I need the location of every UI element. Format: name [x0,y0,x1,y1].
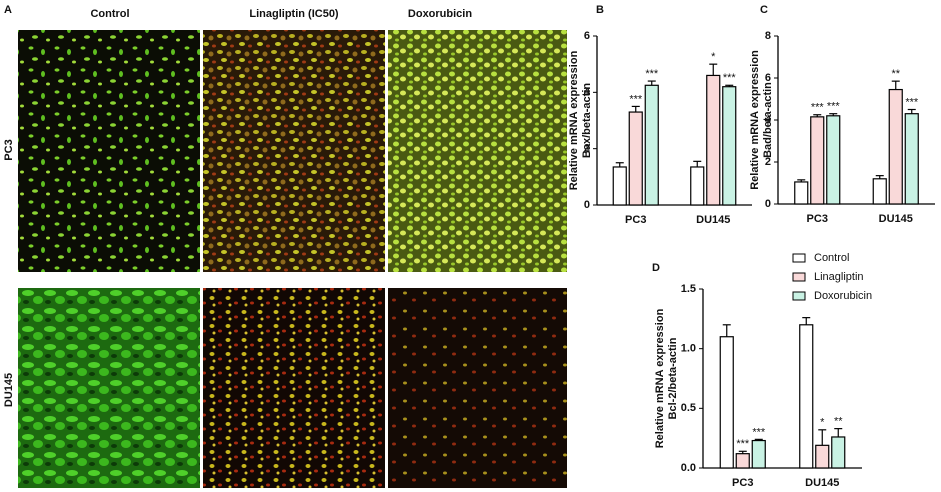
y-tick-label: 6 [584,30,590,42]
bar [872,178,887,205]
y-tick-label: 4 [584,86,591,98]
bar [794,181,809,205]
bar [706,74,721,206]
significance-label: *** [827,101,841,113]
x-tick-label: PC3 [732,477,753,489]
legend-swatch [792,272,806,282]
row-label: DU145 [3,373,15,407]
y-tick-label: 0 [584,199,590,211]
y-axis-label: Bcl-2/beta-actin [667,337,679,419]
y-axis-label: Relative mRNA expression [568,50,580,190]
micrograph [203,30,385,272]
legend-swatch [792,253,806,263]
panel-letter: D [652,262,660,274]
legend-label: Linagliptin [814,271,864,283]
bar [690,166,705,206]
micrograph [18,288,200,488]
y-axis-label: Relative mRNA expression [749,50,761,190]
significance-label: ** [834,416,843,428]
x-tick-label: DU145 [696,214,730,226]
y-tick-label: 0 [765,198,771,210]
significance-label: * [820,417,825,429]
y-tick-label: 0.0 [681,462,696,474]
micrograph [203,288,385,488]
panel-letter: C [760,4,768,16]
column-title: Linagliptin (IC50) [249,8,339,20]
significance-label: *** [645,68,659,80]
x-tick-label: DU145 [805,477,839,489]
y-tick-label: 1.0 [681,343,696,355]
bar [722,86,737,206]
significance-label: *** [736,438,750,450]
x-tick-label: PC3 [807,213,828,225]
significance-label: *** [629,93,643,105]
bar [815,444,830,469]
bar [628,111,643,206]
bar [799,324,814,469]
micrograph [388,288,567,488]
bar [888,88,903,205]
bar [735,453,750,469]
significance-label: * [711,51,716,63]
significance-label: *** [811,102,825,114]
legend-label: Doxorubicin [814,290,872,302]
significance-label: *** [905,96,919,108]
x-tick-label: DU145 [879,213,913,225]
y-axis-label: Bax/beta-actin [581,83,593,158]
bar [904,113,919,205]
significance-label: *** [723,72,737,84]
x-tick-label: PC3 [625,214,646,226]
legend-label: Control [814,252,849,264]
y-tick-label: 1.5 [681,283,696,295]
micrograph [388,30,567,272]
bar [644,84,659,206]
significance-label: ** [891,68,900,80]
y-tick-label: 0.5 [681,402,696,414]
y-tick-label: 2 [765,156,771,168]
panel-letter: A [4,4,12,16]
significance-label: *** [752,426,766,438]
legend-swatch [792,291,806,301]
bar [831,436,846,469]
column-title: Control [90,8,129,20]
y-tick-label: 4 [765,114,772,126]
micrograph [18,30,200,272]
y-tick-label: 2 [584,143,590,155]
bar [612,166,627,206]
column-title: Doxorubicin [408,8,472,20]
y-tick-label: 8 [765,30,771,42]
row-label: PC3 [3,139,15,160]
y-tick-label: 6 [765,72,771,84]
y-axis-label: Bad/beta-actin [762,82,774,158]
bar [826,115,841,205]
bar [719,336,734,469]
bar [751,439,766,469]
y-axis-label: Relative mRNA expression [654,308,666,448]
panel-letter: B [596,4,604,16]
bar [810,116,825,205]
